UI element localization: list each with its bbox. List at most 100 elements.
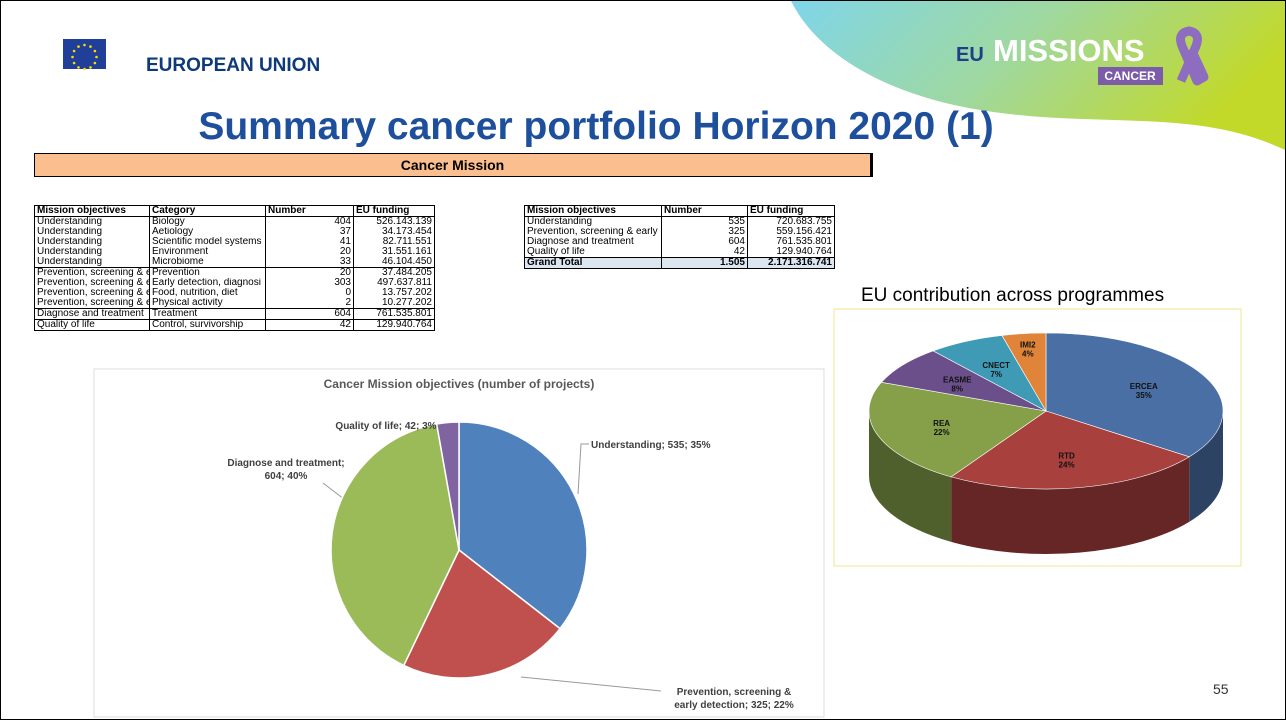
table-cell: Prevention, screening & e [34,278,150,288]
table-cell: Aetiology [149,227,266,237]
data-label: 8% [951,385,963,394]
org-name: EUROPEAN UNION [146,55,321,76]
table-cell: 1.505 [661,257,748,269]
table-row: Prevention, screening & early 325 559.156.… [524,227,835,237]
table-cell: Grand Total [524,257,662,269]
column-header: Number [661,205,748,217]
slice-category: IMI2 [1020,341,1036,350]
table-cell: 31.551.161 [353,247,435,257]
banner: Cancer Mission [34,153,873,177]
table-cell: 604 [265,308,354,320]
table-cell: 761.535.801 [747,237,835,247]
slice-category: CNECT [982,361,1010,370]
table-cell: Prevention, screening & early [524,227,662,237]
table-row: Diagnose and treatment 604 761.535.801 [524,237,835,247]
table-cell: Understanding [34,237,150,247]
table-cell: Understanding [34,227,150,237]
pie2-title: EU contribution across programmes [861,285,1165,306]
table-cell: Diagnose and treatment [34,308,150,320]
slice-category: ERCEA [1130,382,1158,391]
pie-slice [868,381,1047,478]
table-cell: 33 [265,257,354,268]
table-cell: 325 [661,227,748,237]
table-cell: Prevention, screening & e [34,288,150,298]
table-cell: Prevention [149,267,266,278]
pie-slice [1045,332,1224,458]
data-label: 7% [990,370,1002,379]
slide-title: Summary cancer portfolio Horizon 2020 (1… [198,105,994,148]
table-cell: 535 [661,216,748,227]
table-cell: Quality of life [34,319,150,331]
logo-eu: EU [956,44,984,66]
table-row: Understanding Biology 404 526.143.139 [34,216,435,227]
column-header: EU funding [353,205,435,217]
table-cell: Prevention, screening & e [34,298,150,309]
logo-cancer-bg [1098,67,1163,85]
table-cell: 404 [265,216,354,227]
column-header: Mission objectives [34,205,150,217]
table-row: Understanding Scientific model systems 41 8… [34,237,435,247]
table-cell: Microbiome [149,257,266,268]
pie-slice [330,423,460,667]
logo-cancer: CANCER [1104,69,1156,83]
table-cell: 761.535.801 [353,308,435,320]
table-cell: 303 [265,278,354,288]
data-label: Understanding; 535; 35% [591,440,711,451]
table-cell: Understanding [524,216,662,227]
table-cell: Control, survivorship [149,319,266,331]
table-cell: 46.104.450 [353,257,435,268]
table-categories: Mission objectives Category Number EU fundi… [34,205,435,331]
table-cell: 497.637.811 [353,278,435,288]
table-row: Understanding Microbiome 33 46.104.450 [34,257,435,268]
table-cell: 2.171.316.741 [747,257,835,269]
ribbon [1176,26,1209,86]
slice-category: EASME [943,376,972,385]
table-cell: Early detection, diagnosi [149,278,266,288]
table-cell: Prevention, screening & e [34,267,150,278]
table-row: Quality of life 42 129.940.764 [524,247,835,258]
column-header: Mission objectives [524,205,662,217]
pie-slice [458,421,588,630]
table-row: Understanding 535 720.683.755 [524,216,835,227]
pie-side [1189,411,1223,522]
data-label: 35% [1136,391,1152,400]
pie-slice [1001,332,1047,413]
table-cell: 34.173.454 [353,227,435,237]
table-row: Quality of life Control, survivorship 42 12… [34,319,435,331]
table-cell: Food, nutrition, diet [149,288,266,298]
slice-category: REA [933,419,950,428]
table-cell: 13.757.202 [353,288,435,298]
pie1-title: Cancer Mission objectives (number of pro… [324,377,595,391]
table-cell: 10.277.202 [353,298,435,309]
table-cell: 42 [265,319,354,331]
pie-slice [950,410,1190,490]
pie2-frame [833,308,1242,567]
table-cell: 82.711.551 [353,237,435,247]
data-label: 4% [1022,350,1034,359]
table-cell: 559.156.421 [747,227,835,237]
pie-side [869,411,952,542]
pies: Understanding; 535; 35% Prevention, scree… [227,332,1224,711]
table-cell: Diagnose and treatment [524,237,662,247]
data-label: Prevention, screening & early detection; … [674,687,794,711]
table-row: Prevention, screening & e Early detection… [34,278,435,288]
table-cell: Quality of life [524,247,662,258]
table-cell: Biology [149,216,266,227]
column-header: EU funding [747,205,835,217]
data-label: Quality of life; 42; 3% [335,421,436,432]
table-cell: Environment [149,247,266,257]
pie-slice [435,421,460,551]
table-cell: 526.143.139 [353,216,435,227]
table-cell: 0 [265,288,354,298]
table-row: Prevention, screening & e Prevention 20 37.… [34,267,435,278]
eu-flag [63,39,106,69]
column-header: Category [149,205,266,217]
table-cell: Understanding [34,247,150,257]
table-cell: 129.940.764 [353,319,435,331]
pie-slice [402,548,562,679]
slice-category: RTD [1058,452,1075,461]
page-number: 55 [1213,681,1229,697]
column-header: Number [265,205,354,217]
logo-missions: MISSIONS [993,33,1145,68]
